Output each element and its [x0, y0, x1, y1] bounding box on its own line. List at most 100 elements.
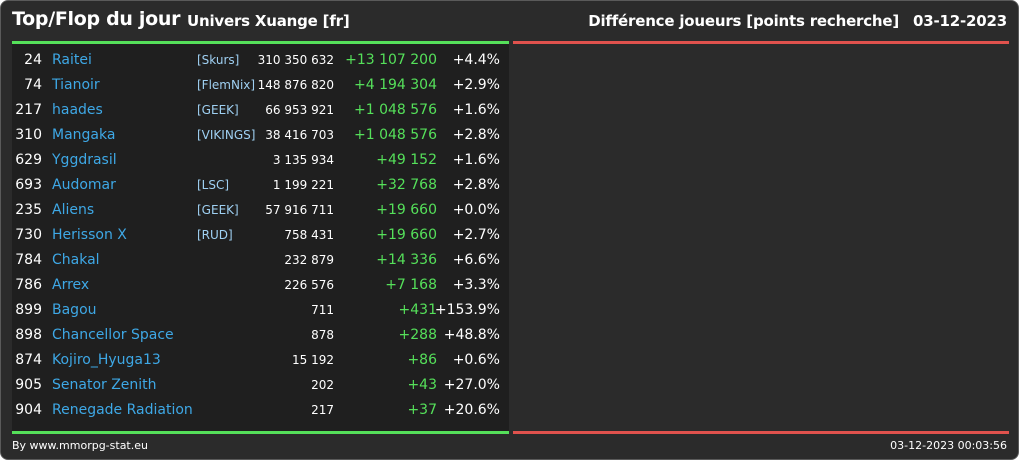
player-points: 232 879 [284, 253, 334, 267]
player-points: 226 576 [284, 278, 334, 292]
player-rank: 629 [15, 152, 42, 168]
points-difference: +43 [407, 377, 437, 393]
table-row: 235 Aliens [GEEK] 57 916 711 +19 660 +0.0% [12, 198, 509, 223]
player-name[interactable]: Audomar [52, 177, 116, 193]
player-points: 66 953 921 [265, 103, 334, 117]
points-difference: +7 168 [385, 277, 437, 293]
player-points: 758 431 [284, 228, 334, 242]
table-row: 310 Mangaka [VIKINGS] 38 416 703 +1 048 576 +… [12, 123, 509, 148]
table-row: 905 Senator Zenith 202 +43 +27.0% [12, 373, 509, 398]
top-players-panel: 24 Raitei [Skurs] 310 350 632 +13 107 200 +4.… [12, 44, 509, 431]
percent-change: +27.0% [443, 377, 500, 393]
table-row: 904 Renegade Radiation 217 +37 +20.6% [12, 398, 509, 423]
percent-change: +2.8% [452, 127, 500, 143]
flop-bar-lower [513, 431, 1009, 434]
alliance-tag[interactable]: [Skurs] [197, 53, 240, 67]
percent-change: +2.7% [452, 227, 500, 243]
points-difference: +431 [398, 302, 437, 318]
player-name[interactable]: haades [52, 102, 103, 118]
header-date: 03-12-2023 [913, 12, 1007, 30]
points-difference: +86 [407, 352, 437, 368]
player-name[interactable]: Arrex [52, 277, 90, 293]
percent-change: +4.4% [452, 52, 500, 68]
credit-link[interactable]: By www.mmorpg-stat.eu [12, 439, 148, 452]
player-points: 3 135 934 [272, 153, 334, 167]
player-points: 878 [311, 328, 334, 342]
alliance-tag[interactable]: [GEEK] [197, 103, 239, 117]
player-rank: 217 [15, 102, 42, 118]
player-points: 711 [311, 303, 334, 317]
player-name[interactable]: Tianoir [52, 77, 100, 93]
alliance-tag[interactable]: [GEEK] [197, 203, 239, 217]
alliance-tag[interactable]: [RUD] [197, 228, 233, 242]
points-difference: +32 768 [376, 177, 437, 193]
percent-change: +20.6% [443, 402, 500, 418]
percent-change: +2.8% [452, 177, 500, 193]
table-row: 784 Chakal 232 879 +14 336 +6.6% [12, 248, 509, 273]
player-rank: 898 [15, 327, 42, 343]
player-name[interactable]: Mangaka [52, 127, 116, 143]
player-points: 202 [311, 378, 334, 392]
percent-change: +6.6% [452, 252, 500, 268]
page-title: Top/Flop du jour [12, 8, 181, 30]
percent-change: +48.8% [443, 327, 500, 343]
flop-players-panel [513, 44, 1009, 431]
percent-change: +0.6% [452, 352, 500, 368]
footer-timestamp: 03-12-2023 00:03:56 [890, 439, 1007, 452]
player-rank: 905 [15, 377, 42, 393]
table-row: 629 Yggdrasil 3 135 934 +49 152 +1.6% [12, 148, 509, 173]
player-name[interactable]: Senator Zenith [52, 377, 157, 393]
player-name[interactable]: Bagou [52, 302, 97, 318]
player-rank: 310 [15, 127, 42, 143]
stat-type-label: Différence joueurs [points recherche] [588, 12, 900, 30]
points-difference: +19 660 [376, 227, 437, 243]
table-row: 874 Kojiro_Hyuga13 15 192 +86 +0.6% [12, 348, 509, 373]
percent-change: +1.6% [452, 152, 500, 168]
top-bar-upper [12, 41, 509, 44]
player-name[interactable]: Chakal [52, 252, 100, 268]
table-row: 74 Tianoir [FlemNix] 148 876 820 +4 194 304 +… [12, 73, 509, 98]
points-difference: +1 048 576 [354, 102, 437, 118]
player-rank: 235 [15, 202, 42, 218]
player-name[interactable]: Herisson X [52, 227, 127, 243]
player-rank: 904 [15, 402, 42, 418]
player-points: 1 199 221 [272, 178, 334, 192]
player-rank: 786 [15, 277, 42, 293]
player-name[interactable]: Raitei [52, 52, 92, 68]
alliance-tag[interactable]: [FlemNix] [197, 78, 256, 92]
alliance-tag[interactable]: [VIKINGS] [197, 128, 256, 142]
points-difference: +37 [407, 402, 437, 418]
player-points: 38 416 703 [265, 128, 334, 142]
table-row: 786 Arrex 226 576 +7 168 +3.3% [12, 273, 509, 298]
universe-label: Univers Xuange [fr] [187, 12, 350, 30]
points-difference: +1 048 576 [354, 127, 437, 143]
player-rank: 74 [24, 77, 42, 93]
player-rank: 899 [15, 302, 42, 318]
table-row: 730 Herisson X [RUD] 758 431 +19 660 +2.7% [12, 223, 509, 248]
player-name[interactable]: Renegade Radiation [52, 402, 193, 418]
alliance-tag[interactable]: [LSC] [197, 178, 230, 192]
player-rank: 874 [15, 352, 42, 368]
table-row: 24 Raitei [Skurs] 310 350 632 +13 107 200 +4.… [12, 48, 509, 73]
player-points: 57 916 711 [265, 203, 334, 217]
header-right: Différence joueurs [points recherche] 03-… [588, 12, 1007, 30]
player-rank: 24 [24, 52, 42, 68]
player-name[interactable]: Kojiro_Hyuga13 [52, 352, 161, 368]
player-points: 310 350 632 [257, 53, 334, 67]
flop-bar-upper [513, 41, 1009, 44]
table-row: 217 haades [GEEK] 66 953 921 +1 048 576 +1.6% [12, 98, 509, 123]
points-difference: +13 107 200 [345, 52, 437, 68]
player-rank: 784 [15, 252, 42, 268]
table-row: 898 Chancellor Space 878 +288 +48.8% [12, 323, 509, 348]
player-rank: 730 [15, 227, 42, 243]
table-row: 693 Audomar [LSC] 1 199 221 +32 768 +2.8% [12, 173, 509, 198]
player-name[interactable]: Yggdrasil [52, 152, 117, 168]
player-name[interactable]: Chancellor Space [52, 327, 174, 343]
points-difference: +14 336 [376, 252, 437, 268]
player-name[interactable]: Aliens [52, 202, 95, 218]
player-rank: 693 [15, 177, 42, 193]
player-points: 217 [311, 403, 334, 417]
top-bar-lower [12, 431, 509, 434]
points-difference: +288 [398, 327, 437, 343]
percent-change: +153.9% [434, 302, 500, 318]
